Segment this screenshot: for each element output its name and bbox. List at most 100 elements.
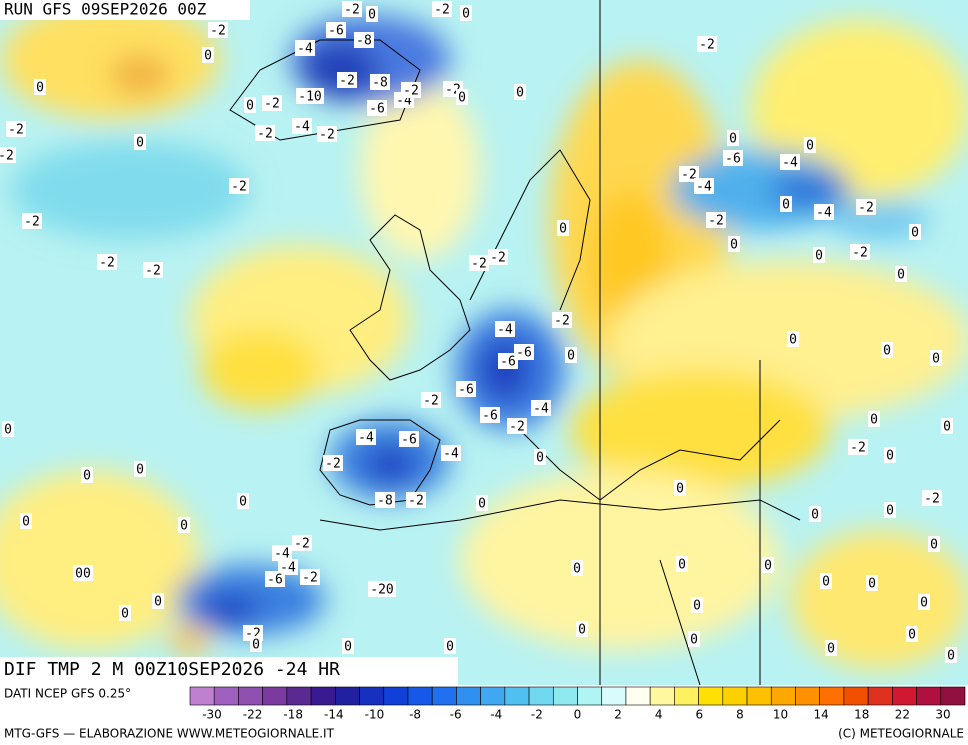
contour-label: 0 (136, 463, 144, 478)
contour-label: -2 (490, 251, 506, 266)
contour-label: 0 (458, 91, 466, 106)
contour-label-box (370, 74, 390, 90)
contour-label: 0 (911, 226, 919, 241)
contour-label-box (507, 418, 527, 434)
contour-label: -8 (377, 494, 393, 509)
colorbar-swatch (649, 686, 675, 706)
contour-label: -2 (99, 256, 115, 271)
contour-label-box (514, 344, 534, 360)
colorbar-swatch (940, 686, 966, 706)
colorbar-label: 0 (574, 708, 582, 722)
contour-label-box (152, 593, 164, 609)
colorbar-swatch (383, 686, 409, 706)
colorbar-swatch (213, 686, 239, 706)
contour-label: 0 (121, 607, 129, 622)
contour-label-box (456, 381, 476, 397)
colorbar-swatch (359, 686, 385, 706)
contour-label-box (688, 631, 700, 647)
copyright: (C) METEOGIORNALE (838, 727, 964, 741)
contour-label-box (0, 147, 16, 163)
contour-label: -6 (401, 433, 417, 448)
contour-label: 0 (344, 640, 352, 655)
contour-label: -4 (696, 180, 712, 195)
contour-label-box (262, 95, 282, 111)
contour-label: 0 (22, 515, 30, 530)
contour-label-box (809, 506, 821, 522)
contour-label-box (265, 571, 285, 587)
colorbar-label: 18 (854, 708, 869, 722)
colorbar-swatch (504, 686, 530, 706)
contour-label-box (780, 154, 800, 170)
contour-label-box (469, 255, 489, 271)
contour-label: 0 (811, 508, 819, 523)
colorbar-swatch (335, 686, 360, 706)
contour-label-box (255, 125, 275, 141)
contour-label-box (366, 6, 378, 22)
contour-label: -2 (852, 246, 868, 261)
contour-label: -2 (554, 314, 570, 329)
colorbar-label: -4 (490, 708, 502, 722)
contour-label: -2 (339, 74, 355, 89)
contour-label: 0 (478, 497, 486, 512)
contour-label-box (317, 126, 337, 142)
contour-label-box (534, 449, 546, 465)
contour-label-box (202, 47, 214, 63)
contour-label: -2 (319, 128, 335, 143)
contour-label: -2 (210, 24, 226, 39)
contour-label: 0 (4, 423, 12, 438)
contour-label-box (134, 461, 146, 477)
contour-label-box (945, 647, 957, 663)
contour-label-box (930, 350, 942, 366)
contour-label-box (295, 40, 315, 56)
contour-label-box (406, 492, 426, 508)
contour-label: 0 (947, 649, 955, 664)
contour-label-box (444, 638, 456, 654)
coastlines (229, 0, 801, 685)
contour-label: 0 (246, 99, 254, 114)
contour-label-box (780, 196, 792, 212)
contour-label-box (694, 178, 714, 194)
contour-label-box (820, 573, 832, 589)
contour-label-box (421, 392, 441, 408)
color-field (0, 0, 968, 685)
contour-label-box (134, 134, 146, 150)
contour-label-box (706, 212, 726, 228)
contour-label-box (557, 220, 569, 236)
contour-label-box (292, 535, 312, 551)
contour-label-box (804, 137, 816, 153)
colorbar-swatch (238, 686, 263, 706)
colorbar-label: -10 (365, 708, 385, 722)
data-source: DATI NCEP GFS 0.25° (4, 687, 131, 701)
contour-label-box (143, 262, 163, 278)
colorbar-swatch (892, 686, 917, 706)
contour-label-box (6, 121, 26, 137)
contour-label: 0 (932, 352, 940, 367)
contour-label-box (337, 72, 357, 88)
contour-label: -2 (257, 127, 273, 142)
contour-label-box (178, 517, 190, 533)
contour-label: 0 (678, 558, 686, 573)
colorbar-swatch (431, 686, 457, 706)
contour-label-box (229, 178, 249, 194)
contour-label: 0 (908, 628, 916, 643)
header-box (0, 0, 250, 20)
contour-label: 0 (943, 420, 951, 435)
colorbar-label: 4 (655, 708, 663, 722)
contour-label-box (856, 199, 876, 215)
contour-label-box (292, 118, 312, 134)
contour-label: 0 (252, 638, 260, 653)
colorbar-label: 30 (935, 708, 950, 722)
contour-label-box (814, 204, 834, 220)
colorbar-label: -22 (243, 708, 263, 722)
contour-label: -2 (434, 3, 450, 18)
contour-label-box (727, 130, 739, 146)
contour-label-box (296, 88, 324, 104)
contour-label: -2 (0, 149, 14, 164)
contour-label: 0 (136, 136, 144, 151)
contour-label-box (456, 89, 468, 105)
contour-label: -4 (497, 323, 513, 338)
contour-label: 0 (462, 7, 470, 22)
contour-label: 0 (868, 577, 876, 592)
contour-label: 0 (368, 8, 376, 23)
